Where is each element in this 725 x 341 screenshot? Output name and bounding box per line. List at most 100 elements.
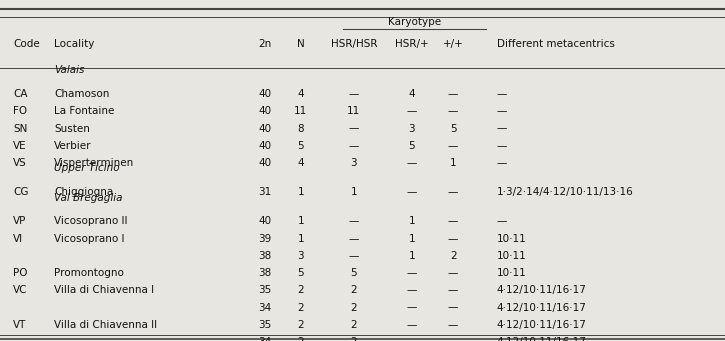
Text: 40: 40 xyxy=(258,217,271,226)
Text: —: — xyxy=(407,302,417,313)
Text: 5: 5 xyxy=(297,141,304,151)
Text: —: — xyxy=(407,268,417,278)
Text: —: — xyxy=(407,320,417,330)
Text: Vicosoprano II: Vicosoprano II xyxy=(54,217,128,226)
Text: FO: FO xyxy=(13,106,27,116)
Text: 10·11: 10·11 xyxy=(497,268,526,278)
Text: 40: 40 xyxy=(258,123,271,134)
Text: VP: VP xyxy=(13,217,26,226)
Text: 4·12/10·11/16·17: 4·12/10·11/16·17 xyxy=(497,285,587,295)
Text: 4·12/10·11/16·17: 4·12/10·11/16·17 xyxy=(497,337,587,341)
Text: Visperterminen: Visperterminen xyxy=(54,158,135,168)
Text: 1: 1 xyxy=(297,234,304,244)
Text: 5: 5 xyxy=(350,268,357,278)
Text: CA: CA xyxy=(13,89,28,99)
Text: 2: 2 xyxy=(350,302,357,313)
Text: —: — xyxy=(497,158,507,168)
Text: 1: 1 xyxy=(350,187,357,197)
Text: —: — xyxy=(349,141,359,151)
Text: —: — xyxy=(407,337,417,341)
Text: —: — xyxy=(497,89,507,99)
Text: 35: 35 xyxy=(258,285,271,295)
Text: —: — xyxy=(497,106,507,116)
Text: PO: PO xyxy=(13,268,28,278)
Text: Chiggiogna: Chiggiogna xyxy=(54,187,114,197)
Text: La Fontaine: La Fontaine xyxy=(54,106,115,116)
Text: —: — xyxy=(349,251,359,261)
Text: —: — xyxy=(448,89,458,99)
Text: 2: 2 xyxy=(350,285,357,295)
Text: 2: 2 xyxy=(297,337,304,341)
Text: —: — xyxy=(448,187,458,197)
Text: SN: SN xyxy=(13,123,28,134)
Text: —: — xyxy=(448,302,458,313)
Text: 2: 2 xyxy=(350,320,357,330)
Text: 1: 1 xyxy=(408,234,415,244)
Text: 34: 34 xyxy=(258,302,271,313)
Text: 10·11: 10·11 xyxy=(497,251,526,261)
Text: —: — xyxy=(407,106,417,116)
Text: 11: 11 xyxy=(347,106,360,116)
Text: 35: 35 xyxy=(258,320,271,330)
Text: —: — xyxy=(448,337,458,341)
Text: 39: 39 xyxy=(258,234,271,244)
Text: 1: 1 xyxy=(450,158,457,168)
Text: —: — xyxy=(448,106,458,116)
Text: —: — xyxy=(497,123,507,134)
Text: CG: CG xyxy=(13,187,28,197)
Text: Chamoson: Chamoson xyxy=(54,89,109,99)
Text: —: — xyxy=(407,187,417,197)
Text: Code: Code xyxy=(13,40,40,49)
Text: —: — xyxy=(349,89,359,99)
Text: 40: 40 xyxy=(258,141,271,151)
Text: 1: 1 xyxy=(297,217,304,226)
Text: 31: 31 xyxy=(258,187,271,197)
Text: 10·11: 10·11 xyxy=(497,234,526,244)
Text: 2: 2 xyxy=(350,337,357,341)
Text: 1·3/2·14/4·12/10·11/13·16: 1·3/2·14/4·12/10·11/13·16 xyxy=(497,187,634,197)
Text: —: — xyxy=(448,268,458,278)
Text: Different metacentrics: Different metacentrics xyxy=(497,40,615,49)
Text: HSR/HSR: HSR/HSR xyxy=(331,40,377,49)
Text: 2: 2 xyxy=(297,320,304,330)
Text: Upper Ticino: Upper Ticino xyxy=(54,163,120,174)
Text: 3: 3 xyxy=(297,251,304,261)
Text: Locality: Locality xyxy=(54,40,95,49)
Text: VI: VI xyxy=(13,234,23,244)
Text: 8: 8 xyxy=(297,123,304,134)
Text: 2: 2 xyxy=(297,302,304,313)
Text: —: — xyxy=(448,234,458,244)
Text: —: — xyxy=(448,285,458,295)
Text: Vicosoprano I: Vicosoprano I xyxy=(54,234,125,244)
Text: VC: VC xyxy=(13,285,28,295)
Text: Promontogno: Promontogno xyxy=(54,268,124,278)
Text: 38: 38 xyxy=(258,268,271,278)
Text: 1: 1 xyxy=(297,187,304,197)
Text: +/+: +/+ xyxy=(443,40,463,49)
Text: —: — xyxy=(349,123,359,134)
Text: Val Bregaglia: Val Bregaglia xyxy=(54,193,123,203)
Text: 40: 40 xyxy=(258,106,271,116)
Text: VE: VE xyxy=(13,141,27,151)
Text: —: — xyxy=(349,234,359,244)
Text: 5: 5 xyxy=(450,123,457,134)
Text: 1: 1 xyxy=(408,217,415,226)
Text: 40: 40 xyxy=(258,158,271,168)
Text: —: — xyxy=(497,141,507,151)
Text: 34: 34 xyxy=(258,337,271,341)
Text: —: — xyxy=(448,320,458,330)
Text: Villa di Chiavenna II: Villa di Chiavenna II xyxy=(54,320,157,330)
Text: N: N xyxy=(297,40,304,49)
Text: —: — xyxy=(448,217,458,226)
Text: 5: 5 xyxy=(408,141,415,151)
Text: 2: 2 xyxy=(297,285,304,295)
Text: 40: 40 xyxy=(258,89,271,99)
Text: Karyotype: Karyotype xyxy=(388,17,441,27)
Text: 4·12/10·11/16·17: 4·12/10·11/16·17 xyxy=(497,302,587,313)
Text: VT: VT xyxy=(13,320,26,330)
Text: —: — xyxy=(407,285,417,295)
Text: 4: 4 xyxy=(297,89,304,99)
Text: 4·12/10·11/16·17: 4·12/10·11/16·17 xyxy=(497,320,587,330)
Text: 11: 11 xyxy=(294,106,307,116)
Text: —: — xyxy=(497,217,507,226)
